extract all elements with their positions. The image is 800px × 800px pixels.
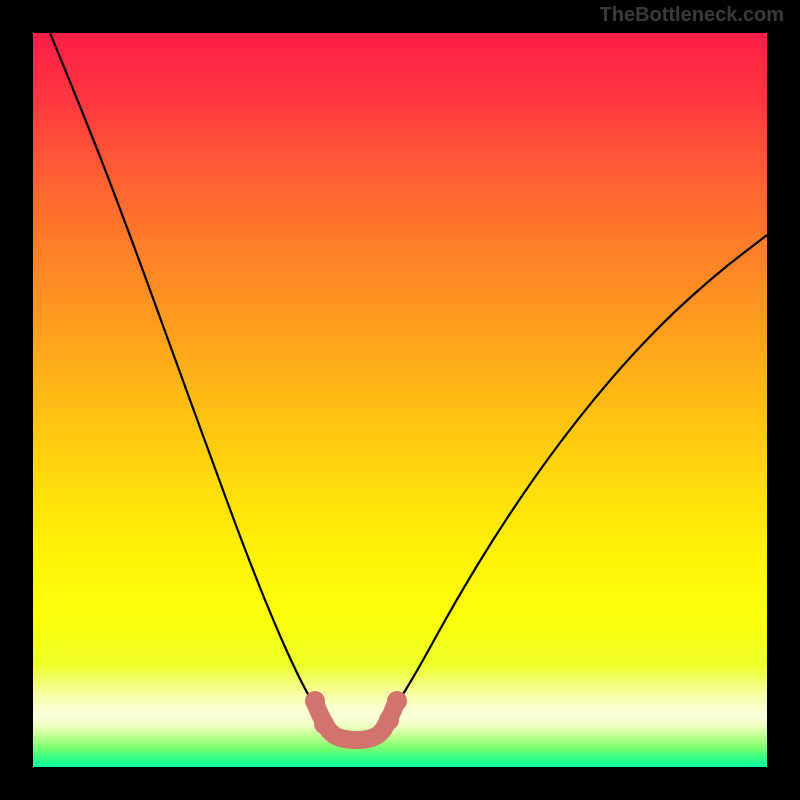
chart-container: { "watermark": { "text": "TheBottleneck.…: [0, 0, 800, 800]
bottleneck-curve-chart: [0, 0, 800, 800]
plot-background: [33, 33, 767, 767]
watermark-text: TheBottleneck.com: [600, 4, 784, 27]
